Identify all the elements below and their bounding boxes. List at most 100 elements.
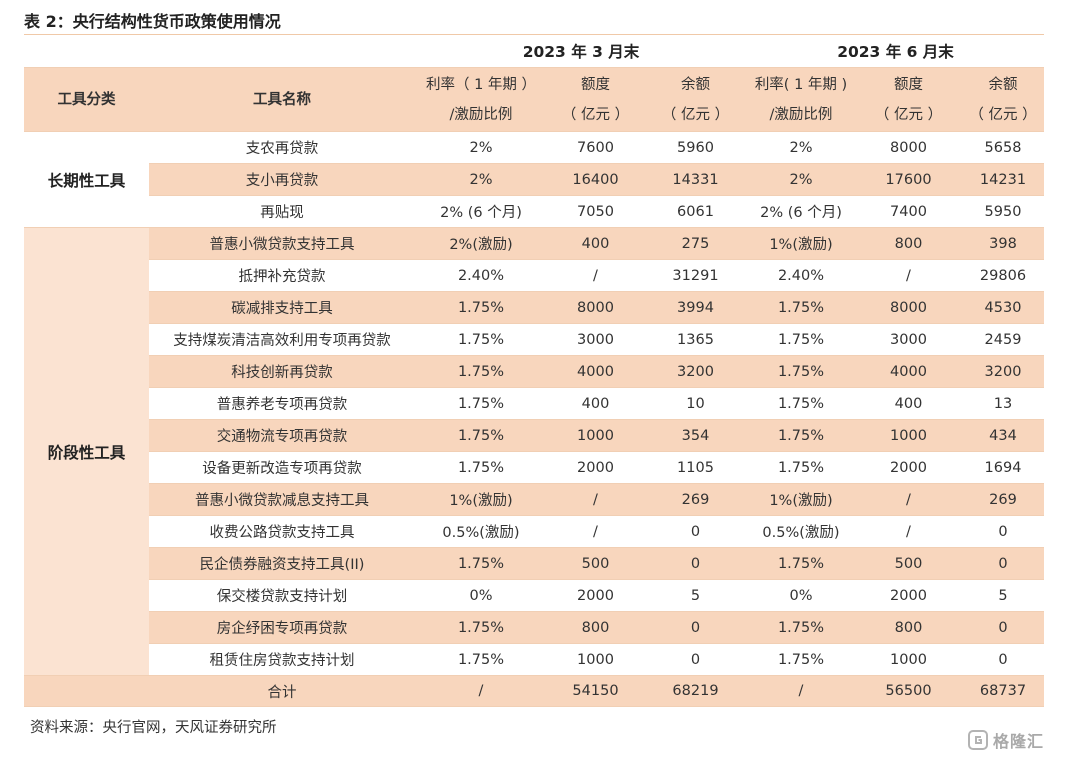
- cell-rate-jun: 1.75%: [747, 355, 855, 388]
- source-note: 资料来源：央行官网，天风证券研究所: [30, 720, 277, 736]
- cell-rate-jun: 0.5%(激励): [747, 515, 855, 548]
- title-divider: [24, 34, 1044, 35]
- cell-quota-jun: 17600: [855, 163, 962, 196]
- table-row: 设备更新改造专项再贷款 1.75% 2000 1105 1.75% 2000 1694: [24, 451, 1044, 484]
- total-row: 合计/54150 68219/56500 68737: [24, 675, 1044, 707]
- cell-balance-jun: 4530: [962, 291, 1044, 324]
- cell-quota-jun: 500: [855, 547, 962, 580]
- header-rate-jun: 利率( 1 年期 )/激励比例: [747, 67, 855, 132]
- cell-tool-name: 房企纾困专项再贷款: [149, 611, 415, 644]
- cell-tool-name: 交通物流专项再贷款: [149, 419, 415, 452]
- table-row: 收费公路贷款支持工具 0.5%(激励)/0 0.5%(激励)/0: [24, 515, 1044, 548]
- cell-balance-jun: 0: [962, 547, 1044, 580]
- cell-quota-mar: 1000: [547, 419, 644, 452]
- cell-tool-name: 收费公路贷款支持工具: [149, 515, 415, 548]
- table-row: 抵押补充贷款 2.40%/31291 2.40%/29806: [24, 259, 1044, 292]
- cell-balance-mar: 1105: [644, 451, 747, 484]
- cell-balance-jun: 2459: [962, 323, 1044, 356]
- cell-rate-mar: 1.75%: [415, 451, 547, 484]
- cell-balance-mar: 354: [644, 419, 747, 452]
- cell-rate-jun: 0%: [747, 579, 855, 612]
- cell-quota-mar: 400: [547, 387, 644, 420]
- cell-rate-jun: 2% (6 个月): [747, 195, 855, 228]
- cell-balance-mar: 0: [644, 547, 747, 580]
- cell-quota-jun: 8000: [855, 131, 962, 164]
- header-rate-mar: 利率（ 1 年期 ）/激励比例: [415, 67, 547, 132]
- cell-balance-mar: 3200: [644, 355, 747, 388]
- table-row: 阶段性工具 普惠小微贷款支持工具 2%(激励) 400 275 1%(激励) 800 398: [24, 227, 1044, 676]
- cell-balance-jun: 13: [962, 387, 1044, 420]
- cell-tool-name: 普惠小微贷款减息支持工具: [149, 483, 415, 516]
- cell-quota-jun: 2000: [855, 451, 962, 484]
- cell-balance-mar: 5960: [644, 131, 747, 164]
- cell-quota-jun: 3000: [855, 323, 962, 356]
- cell-quota-mar: 500: [547, 547, 644, 580]
- table-row: 交通物流专项再贷款 1.75% 1000 354 1.75% 1000 434: [24, 419, 1044, 452]
- table-row: 房企纾困专项再贷款 1.75% 800 0 1.75% 800 0: [24, 611, 1044, 644]
- header-quota-jun: 额度（ 亿元 ）: [855, 67, 962, 132]
- cell-balance-mar: 0: [644, 611, 747, 644]
- category-long-term: 长期性工具: [24, 131, 149, 228]
- table-row: 普惠小微贷款减息支持工具 1%(激励)/269 1%(激励)/269: [24, 483, 1044, 516]
- cell-rate-mar: 2%(激励): [415, 227, 547, 260]
- column-header-row: 工具分类 工具名称 利率（ 1 年期 ）/激励比例 额度（ 亿元 ） 余额（ 亿…: [24, 67, 1044, 132]
- cell-rate-mar: 1.75%: [415, 419, 547, 452]
- table-row: 再贴现 2% (6 个月) 7050 6061 2% (6 个月) 7400 5950: [24, 195, 1044, 228]
- watermark: 格隆汇: [967, 727, 1075, 753]
- cell-quota-jun: 800: [855, 227, 962, 260]
- cell-rate-jun: 1%(激励): [747, 227, 855, 260]
- table-row: 碳减排支持工具 1.75% 8000 3994 1.75% 8000 4530: [24, 291, 1044, 324]
- cell-balance-jun: 5658: [962, 131, 1044, 164]
- cell-quota-mar: 400: [547, 227, 644, 260]
- cell-quota-mar: /: [547, 259, 644, 292]
- cell-balance-jun: 14231: [962, 163, 1044, 196]
- cell-quota-mar: 3000: [547, 323, 644, 356]
- cell-balance-jun: 0: [962, 611, 1044, 644]
- cell-tool-name: 碳减排支持工具: [149, 291, 415, 324]
- cell-quota-mar: 7600: [547, 131, 644, 164]
- cell-quota-jun: 800: [855, 611, 962, 644]
- cell-quota-mar: 800: [547, 611, 644, 644]
- cell-tool-name: 抵押补充贷款: [149, 259, 415, 292]
- header-quota-mar: 额度（ 亿元 ）: [547, 67, 644, 132]
- cell-balance-jun: 5950: [962, 195, 1044, 228]
- cell-balance-mar: 0: [644, 515, 747, 548]
- cell-tool-name: 保交楼贷款支持计划: [149, 579, 415, 612]
- cell-rate-jun: 1.75%: [747, 419, 855, 452]
- table-title: 表 2：央行结构性货币政策使用情况: [24, 12, 281, 31]
- total-balance-mar: 68219: [644, 675, 747, 707]
- total-rate-mar: /: [415, 675, 547, 707]
- table-row: 支持煤炭清洁高效利用专项再贷款 1.75% 3000 1365 1.75% 3000 245…: [24, 323, 1044, 356]
- cell-rate-mar: 1.75%: [415, 547, 547, 580]
- cell-quota-mar: 8000: [547, 291, 644, 324]
- cell-quota-mar: 1000: [547, 643, 644, 676]
- cell-balance-mar: 10: [644, 387, 747, 420]
- total-quota-jun: 56500: [855, 675, 962, 707]
- category-phased: 阶段性工具: [24, 227, 149, 676]
- cell-quota-mar: 16400: [547, 163, 644, 196]
- cell-quota-jun: 1000: [855, 419, 962, 452]
- cell-quota-jun: 8000: [855, 291, 962, 324]
- cell-balance-mar: 0: [644, 643, 747, 676]
- total-rate-jun: /: [747, 675, 855, 707]
- header-balance-mar: 余额（ 亿元 ）: [644, 67, 747, 132]
- cell-rate-jun: 2%: [747, 163, 855, 196]
- cell-tool-name: 支农再贷款: [149, 131, 415, 164]
- table-row: 保交楼贷款支持计划 0% 2000 5 0% 2000 5: [24, 579, 1044, 612]
- cell-rate-mar: 2.40%: [415, 259, 547, 292]
- cell-quota-jun: 7400: [855, 195, 962, 228]
- cell-balance-mar: 6061: [644, 195, 747, 228]
- table-row: 租赁住房贷款支持计划 1.75% 1000 0 1.75% 1000 0: [24, 643, 1044, 676]
- cell-rate-jun: 1%(激励): [747, 483, 855, 516]
- cell-balance-mar: 269: [644, 483, 747, 516]
- cell-rate-jun: 1.75%: [747, 387, 855, 420]
- cell-balance-jun: 398: [962, 227, 1044, 260]
- cell-rate-mar: 1.75%: [415, 323, 547, 356]
- header-balance-jun: 余额（ 亿元 ）: [962, 67, 1044, 132]
- cell-balance-jun: 0: [962, 515, 1044, 548]
- cell-balance-jun: 5: [962, 579, 1044, 612]
- cell-tool-name: 再贴现: [149, 195, 415, 228]
- total-balance-jun: 68737: [962, 675, 1044, 707]
- cell-balance-jun: 269: [962, 483, 1044, 516]
- table-row: 长期性工具 支农再贷款 2% 7600 5960 2% 8000 5658: [24, 131, 1044, 228]
